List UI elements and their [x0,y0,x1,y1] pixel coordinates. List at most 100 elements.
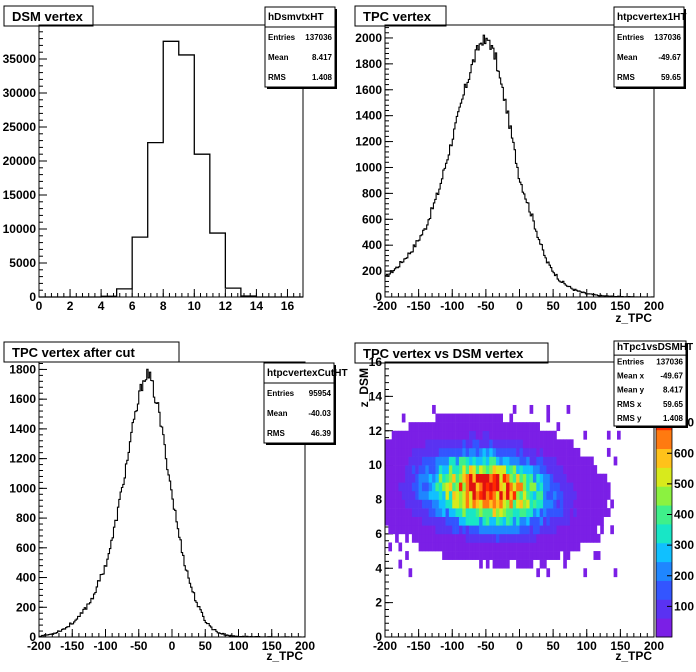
heatmap-cell [516,447,520,457]
heatmap-cell [512,473,517,483]
x-tick-label: -200 [373,639,397,653]
heatmap-cell [465,456,470,466]
heatmap-cell [465,430,470,440]
heatmap-cell [432,508,436,517]
heatmap-cell [411,439,416,449]
heatmap-cell [458,516,463,526]
heatmap-cell [485,525,490,535]
heatmap-cell [442,525,446,535]
heatmap-cell [455,430,460,440]
heatmap-cell [425,542,430,552]
heatmap-cell [573,490,577,500]
heatmap-cell [432,456,436,466]
heatmap-cell [546,473,551,483]
heatmap-cell [596,551,601,560]
heatmap-cell [398,447,403,457]
heatmap-cell [563,525,567,535]
heatmap-cell [391,465,396,475]
heatmap-cell [549,533,554,543]
heatmap-cell [465,499,470,509]
heatmap-cell [438,465,443,475]
stats-value: -49.67 [660,372,683,381]
heatmap-cell [395,516,399,526]
heatmap-cell [539,525,544,535]
heatmap-cell [475,422,480,432]
heatmap-cell [489,533,493,543]
heatmap-cell [549,482,554,492]
heatmap-cell [509,456,514,466]
heatmap-cell [569,499,574,509]
heatmap-cell [418,490,423,500]
heatmap-cell [536,533,540,543]
heatmap-cell [522,490,527,500]
heatmap-cell [492,508,497,517]
heatmap-cell [583,568,588,578]
heatmap-cell [495,516,500,526]
heatmap-cell [455,447,460,457]
x-tick-label: -50 [477,299,495,313]
heatmap-cell [408,499,413,509]
heatmap-cell [485,542,490,552]
heatmap-cell [512,551,517,560]
y-tick-label: 25000 [3,120,37,134]
heatmap-cell [492,439,497,449]
colorbar-tick-label: 400 [674,508,694,522]
heatmap-cell [445,473,450,483]
heatmap-cell [479,490,483,500]
heatmap-cell [442,542,446,552]
heatmap-cell [566,542,571,552]
heatmap-cell [421,473,426,483]
heatmap-cell [479,525,483,535]
heatmap-cell [395,473,399,483]
heatmap-cell [462,490,466,500]
heatmap-cell [421,508,426,517]
heatmap-cell [401,490,406,500]
heatmap-cell [543,490,547,500]
heatmap-cell [395,456,399,466]
heatmap-cell [418,456,423,466]
heatmap-cell [569,439,574,449]
heatmap-cell [418,430,423,440]
heatmap-cell [526,551,530,560]
heatmap-cell [532,422,537,432]
heatmap-cell [408,508,413,517]
x-tick-label: 10 [188,299,202,313]
heatmap-cell [519,559,524,569]
heatmap-cell [421,430,426,440]
heatmap-cell [482,542,487,552]
heatmap-cell [586,499,591,509]
heatmap-cell [492,422,497,432]
heatmap-cell [509,482,514,492]
heatmap-cell [425,508,430,517]
heatmap-cell [395,447,399,457]
heatmap-cell [415,490,419,500]
heatmap-cell [401,465,406,475]
panel-title: TPC vertex vs DSM vertex [363,346,524,361]
heatmap-cell [415,422,419,432]
heatmap-cell [536,482,540,492]
heatmap-cell [438,508,443,517]
heatmap-cell [495,413,500,423]
stats-value: 8.417 [312,53,333,62]
heatmap-cell [506,516,510,526]
heatmap-cell [405,456,409,466]
heatmap-cell [452,473,456,483]
heatmap-cell [479,551,483,560]
heatmap-cell [445,490,450,500]
heatmap-cell [421,525,426,535]
heatmap-cell [580,508,584,517]
heatmap-cell [385,456,389,466]
heatmap-cell [502,490,507,500]
heatmap-cell [583,430,588,440]
heatmap-cell [532,542,537,552]
x-axis-label: z_TPC [615,649,652,663]
y-tick-label: 800 [362,186,382,200]
heatmap-cell [435,447,440,457]
heatmap-cell [405,465,409,475]
heatmap-cell [485,533,490,543]
heatmap-cell [546,533,551,543]
heatmap-cell [432,499,436,509]
heatmap-cell [485,456,490,466]
heatmap-cell [499,508,503,517]
heatmap-cell [563,516,567,526]
